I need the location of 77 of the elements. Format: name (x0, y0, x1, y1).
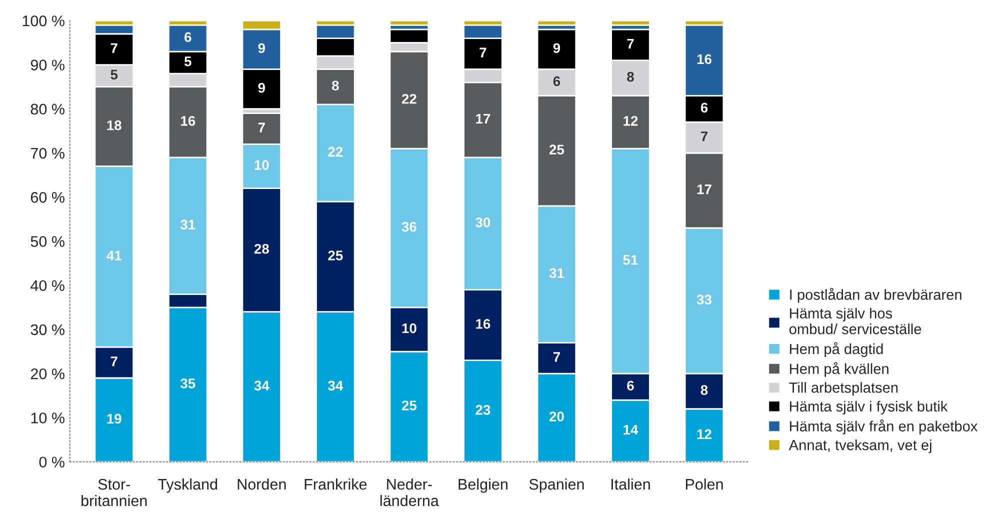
legend-label: Hem på dagtid (790, 342, 883, 358)
data-label: 8 (332, 80, 339, 91)
y-tick-label: 0 % (39, 456, 64, 468)
x-tick-label: Stor- britannien (82, 478, 147, 506)
data-label: 14 (624, 424, 638, 435)
data-label: 5 (110, 70, 118, 80)
data-label: 12 (624, 116, 638, 126)
data-label: 7 (110, 43, 118, 53)
legend-label: Hämta själv hos ombud/ serviceställe (789, 308, 922, 334)
y-tick-label: 90 % (30, 60, 64, 70)
data-label: 6 (184, 32, 192, 42)
legend-label: Till arbetsplatsen (789, 382, 898, 396)
x-tick-label: Norden (238, 478, 286, 490)
data-label: 31 (180, 220, 196, 230)
x-tick-label: Italien (612, 478, 650, 490)
data-label: 35 (180, 378, 196, 388)
data-label: 16 (181, 116, 196, 126)
data-label: 7 (700, 132, 708, 142)
data-label: 7 (553, 352, 560, 362)
data-label: 22 (328, 146, 343, 157)
data-label: 31 (549, 268, 564, 278)
y-tick-label: 70 % (30, 148, 64, 159)
data-label: 5 (184, 56, 192, 66)
data-label: 30 (476, 217, 490, 228)
data-label: 34 (328, 380, 344, 391)
legend-label: Hämta själv från en paketbox (790, 420, 978, 434)
data-label: 9 (258, 82, 265, 93)
data-label: 16 (476, 318, 490, 329)
data-label: 6 (700, 102, 708, 113)
data-label: 25 (402, 400, 417, 410)
data-label: 28 (254, 244, 269, 254)
legend-label: Hem på kvällen (790, 362, 888, 377)
data-label: 20 (549, 412, 564, 422)
data-label: 9 (553, 43, 560, 54)
data-label: 8 (700, 385, 708, 395)
x-tick-label: Polen (686, 478, 723, 490)
data-label: 22 (402, 94, 416, 104)
data-label: 36 (402, 222, 416, 232)
y-tick-label: 40 % (30, 280, 64, 292)
data-label: 17 (697, 184, 712, 194)
data-label: 9 (258, 43, 265, 54)
y-tick-label: 30 % (30, 324, 64, 336)
x-tick-label: Belgien (458, 478, 508, 493)
y-tick-label: 80 % (30, 104, 64, 115)
data-label: 34 (254, 380, 270, 391)
legend-label: I postlådan av brevbäraren (790, 288, 962, 303)
y-tick-label: 20 % (30, 368, 64, 380)
data-label: 10 (254, 160, 269, 170)
y-tick-label: 100 % (22, 16, 64, 26)
data-label: 23 (476, 404, 490, 415)
y-tick-label: 10 % (31, 412, 64, 424)
data-label: 7 (627, 38, 634, 48)
x-tick-label: Tyskland (158, 478, 218, 493)
data-label: 8 (627, 72, 634, 82)
data-label: 7 (258, 122, 265, 132)
x-tick-label: Frankrike (304, 478, 367, 490)
data-label: 16 (697, 54, 712, 64)
data-label: 19 (107, 414, 122, 424)
legend-label: Hämta själv i fysisk butik (790, 400, 948, 414)
data-label: 6 (627, 380, 634, 391)
y-tick-label: 60 % (30, 192, 64, 203)
x-tick-label: Spanien (529, 478, 584, 493)
data-label: 25 (328, 250, 343, 260)
data-label: 7 (480, 48, 486, 58)
x-tick-label: Neder- länderna (380, 478, 439, 506)
legend-label: Annat, tveksam, vet ej (788, 440, 932, 454)
data-label: 33 (696, 294, 712, 305)
data-label: 25 (549, 144, 564, 155)
data-label: 6 (553, 76, 560, 86)
data-label: 10 (402, 323, 416, 334)
data-label: 12 (697, 429, 712, 439)
y-tick-label: 50 % (30, 236, 64, 247)
data-label: 7 (110, 356, 118, 366)
data-label: 17 (476, 114, 490, 124)
data-label: 18 (107, 120, 122, 130)
data-label: 51 (623, 255, 638, 265)
data-label: 41 (106, 250, 122, 260)
